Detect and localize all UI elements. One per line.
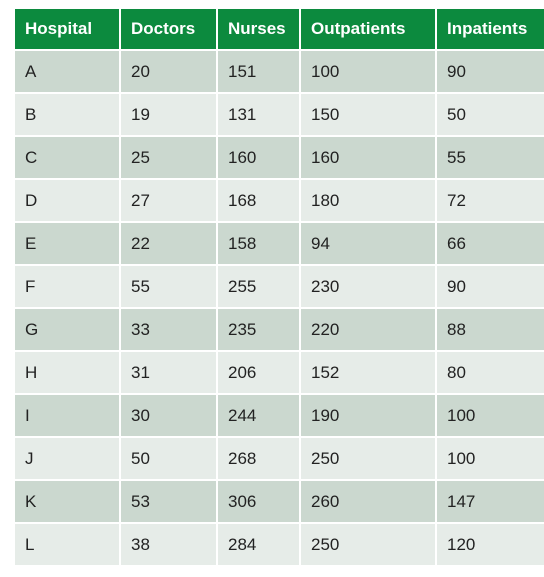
column-header-nurses: Nurses	[217, 9, 301, 51]
table-body: A 20 151 100 90 B 19 131 150 50 C 25 160…	[15, 50, 544, 567]
cell-hospital: C	[15, 136, 121, 180]
cell-nurses: 206	[217, 351, 301, 395]
table-row: F 55 255 230 90	[15, 265, 544, 309]
cell-doctors: 31	[120, 351, 218, 395]
cell-hospital: F	[15, 265, 121, 309]
cell-nurses: 306	[217, 480, 301, 524]
cell-nurses: 255	[217, 265, 301, 309]
cell-hospital: B	[15, 93, 121, 137]
cell-nurses: 158	[217, 222, 301, 266]
table-row: C 25 160 160 55	[15, 136, 544, 180]
cell-outpatients: 260	[300, 480, 437, 524]
cell-hospital: G	[15, 308, 121, 352]
table-row: E 22 158 94 66	[15, 222, 544, 266]
cell-nurses: 151	[217, 50, 301, 94]
cell-nurses: 235	[217, 308, 301, 352]
cell-inpatients: 66	[436, 222, 544, 266]
table-row: I 30 244 190 100	[15, 394, 544, 438]
column-header-inpatients: Inpatients	[436, 9, 544, 51]
table-row: L 38 284 250 120	[15, 523, 544, 567]
cell-nurses: 244	[217, 394, 301, 438]
cell-hospital: J	[15, 437, 121, 481]
cell-outpatients: 250	[300, 437, 437, 481]
cell-doctors: 19	[120, 93, 218, 137]
cell-inpatients: 55	[436, 136, 544, 180]
cell-doctors: 33	[120, 308, 218, 352]
table-row: D 27 168 180 72	[15, 179, 544, 223]
cell-inpatients: 80	[436, 351, 544, 395]
cell-inpatients: 88	[436, 308, 544, 352]
cell-nurses: 268	[217, 437, 301, 481]
table-row: K 53 306 260 147	[15, 480, 544, 524]
cell-doctors: 22	[120, 222, 218, 266]
cell-outpatients: 160	[300, 136, 437, 180]
column-header-outpatients: Outpatients	[300, 9, 437, 51]
cell-inpatients: 90	[436, 50, 544, 94]
cell-inpatients: 120	[436, 523, 544, 567]
cell-outpatients: 94	[300, 222, 437, 266]
column-header-hospital: Hospital	[15, 9, 121, 51]
table-row: G 33 235 220 88	[15, 308, 544, 352]
cell-outpatients: 230	[300, 265, 437, 309]
cell-doctors: 38	[120, 523, 218, 567]
table-row: B 19 131 150 50	[15, 93, 544, 137]
cell-hospital: L	[15, 523, 121, 567]
hospital-data-table: Hospital Doctors Nurses Outpatients Inpa…	[15, 9, 544, 567]
table-row: J 50 268 250 100	[15, 437, 544, 481]
cell-inpatients: 147	[436, 480, 544, 524]
cell-outpatients: 152	[300, 351, 437, 395]
cell-doctors: 30	[120, 394, 218, 438]
table-row: H 31 206 152 80	[15, 351, 544, 395]
cell-doctors: 25	[120, 136, 218, 180]
table-header-row: Hospital Doctors Nurses Outpatients Inpa…	[15, 9, 544, 51]
cell-outpatients: 150	[300, 93, 437, 137]
cell-hospital: I	[15, 394, 121, 438]
table-row: A 20 151 100 90	[15, 50, 544, 94]
cell-nurses: 168	[217, 179, 301, 223]
cell-inpatients: 100	[436, 437, 544, 481]
cell-nurses: 284	[217, 523, 301, 567]
cell-nurses: 160	[217, 136, 301, 180]
cell-outpatients: 180	[300, 179, 437, 223]
cell-doctors: 53	[120, 480, 218, 524]
cell-doctors: 55	[120, 265, 218, 309]
cell-outpatients: 190	[300, 394, 437, 438]
cell-nurses: 131	[217, 93, 301, 137]
cell-hospital: D	[15, 179, 121, 223]
cell-outpatients: 250	[300, 523, 437, 567]
cell-doctors: 27	[120, 179, 218, 223]
cell-inpatients: 90	[436, 265, 544, 309]
cell-outpatients: 220	[300, 308, 437, 352]
cell-hospital: A	[15, 50, 121, 94]
cell-outpatients: 100	[300, 50, 437, 94]
cell-inpatients: 50	[436, 93, 544, 137]
cell-hospital: E	[15, 222, 121, 266]
cell-hospital: H	[15, 351, 121, 395]
cell-inpatients: 72	[436, 179, 544, 223]
table-container: Hospital Doctors Nurses Outpatients Inpa…	[15, 9, 544, 567]
cell-doctors: 50	[120, 437, 218, 481]
column-header-doctors: Doctors	[120, 9, 218, 51]
cell-inpatients: 100	[436, 394, 544, 438]
cell-doctors: 20	[120, 50, 218, 94]
cell-hospital: K	[15, 480, 121, 524]
